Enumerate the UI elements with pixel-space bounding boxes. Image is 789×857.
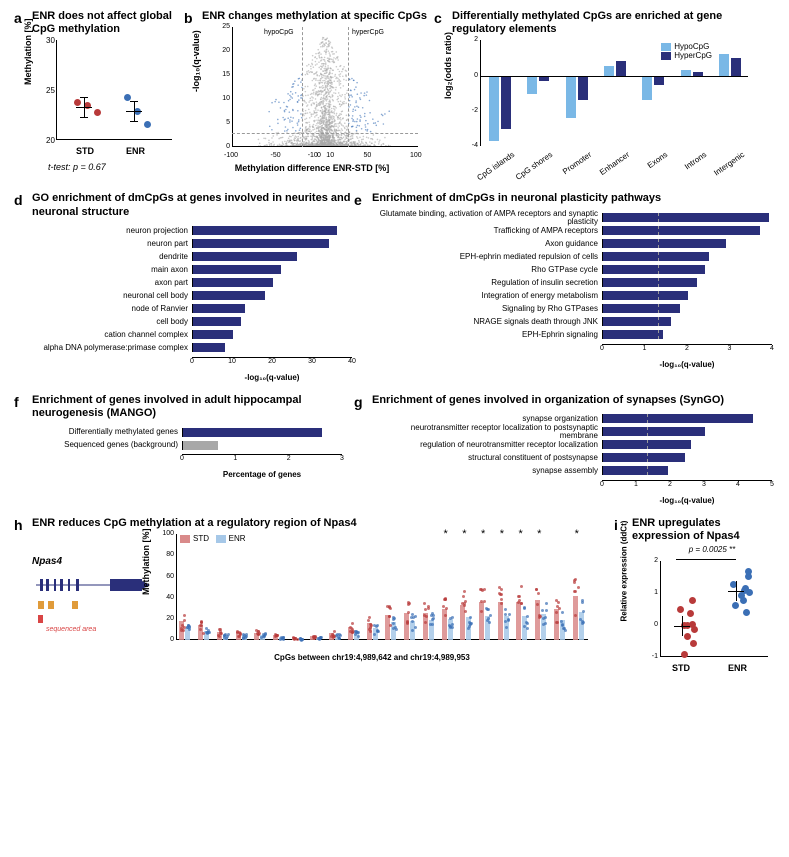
panel-b-hyper-label: hyperCpG (352, 29, 384, 36)
panel-i-xlabel-std: STD (672, 663, 690, 673)
panel-h-xtitle: CpGs between chr19:4,989,642 and chr19:4… (152, 653, 592, 662)
panel-letter-b: b (184, 10, 193, 26)
panel-e-title: Enrichment of dmCpGs in neuronal plastic… (372, 192, 774, 205)
panel-b: b ENR changes methylation at specific Cp… (184, 10, 434, 167)
panel-a-ytitle: Methylation [%] (23, 19, 33, 86)
panel-c: c Differentially methylated CpGs are enr… (434, 10, 764, 180)
panel-a: a ENR does not affect global CpG methyla… (14, 10, 184, 172)
panel-h: h ENR reduces CpG methylation at a regul… (14, 517, 614, 664)
panel-h-chart: STD ENR Methylation [%] 020406080100 ***… (152, 534, 592, 664)
panel-i-title: ENR upregulates expression of Npas4 (632, 517, 774, 543)
panel-c-ytitle: log₂(odds ratio) (443, 32, 453, 99)
gene-svg (32, 567, 152, 627)
panel-i-chart: p = 0.0025 ** Relative expression (ddCt)… (632, 547, 772, 677)
panel-f-title: Enrichment of genes involved in adult hi… (32, 394, 354, 420)
panel-b-title: ENR changes methylation at specific CpGs (202, 10, 434, 23)
panel-letter-c: c (434, 10, 442, 26)
panel-d-xtitle: -log₁₀(q-value) (192, 373, 352, 382)
panel-letter-i: i (614, 517, 618, 533)
panel-i-pval: p = 0.0025 ** (652, 545, 772, 554)
panel-h-ytitle: Methylation [%] (141, 529, 151, 596)
panel-letter-d: d (14, 192, 23, 208)
panel-i: i ENR upregulates expression of Npas4 p … (614, 517, 774, 677)
panel-f: f Enrichment of genes involved in adult … (14, 394, 354, 479)
panel-letter-h: h (14, 517, 23, 533)
panel-e-xtitle: -log₁₀(q-value) (602, 360, 772, 369)
volcano-svg (233, 27, 418, 146)
sequenced-area-label: sequenced area (46, 626, 96, 633)
panel-h-title: ENR reduces CpG methylation at a regulat… (32, 517, 357, 529)
panel-b-xtitle: Methylation difference ENR-STD [%] (202, 163, 422, 173)
panel-g-title: Enrichment of genes involved in organiza… (372, 394, 774, 407)
panel-a-chart: Methylation [%] 202530 STD ENR (32, 40, 172, 160)
panel-b-hypo-label: hypoCpG (264, 29, 294, 36)
panel-a-ttest: t-test: p = 0.67 (48, 162, 184, 172)
panel-a-xlabel-std: STD (76, 146, 94, 156)
panel-c-title: Differentially methylated CpGs are enric… (452, 10, 764, 36)
gene-name: Npas4 (32, 556, 152, 567)
panel-letter-g: g (354, 394, 363, 410)
panel-f-xtitle: Percentage of genes (182, 470, 342, 479)
panel-g: g Enrichment of genes involved in organi… (354, 394, 774, 505)
panel-d: d GO enrichment of dmCpGs at genes invol… (14, 192, 354, 381)
panel-a-title: ENR does not affect global CpG methylati… (32, 10, 184, 36)
panel-e: e Enrichment of dmCpGs in neuronal plast… (354, 192, 774, 368)
panel-i-ytitle: Relative expression (ddCt) (620, 521, 629, 622)
panel-letter-e: e (354, 192, 362, 208)
panel-b-chart: -log₁₀(q-value) 0510152025-100-50-100105… (202, 27, 422, 167)
panel-i-xlabel-enr: ENR (728, 663, 747, 673)
panel-c-chart: log₂(odds ratio) HypoCpG HyperCpG -4-202… (452, 40, 752, 180)
gene-model: Npas4 sequenced area (32, 556, 152, 626)
panel-g-xtitle: -log₁₀(q-value) (602, 496, 772, 505)
panel-b-ytitle: -log₁₀(q-value) (191, 30, 201, 92)
panel-letter-a: a (14, 10, 22, 26)
panel-d-title: GO enrichment of dmCpGs at genes involve… (32, 192, 354, 218)
panel-a-xlabel-enr: ENR (126, 146, 145, 156)
panel-letter-f: f (14, 394, 19, 410)
